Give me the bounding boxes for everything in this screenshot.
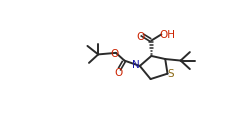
Text: O: O [136,33,144,43]
Text: O: O [114,68,122,78]
Text: O: O [110,49,118,59]
Text: S: S [166,69,173,79]
Text: N: N [132,60,139,70]
Text: OH: OH [159,30,175,40]
